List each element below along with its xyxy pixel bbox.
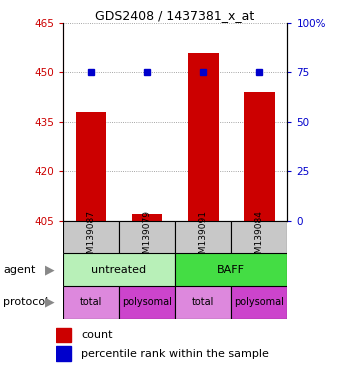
Text: total: total <box>192 297 214 308</box>
Text: ▶: ▶ <box>45 296 54 309</box>
Bar <box>75 112 106 221</box>
Bar <box>119 221 175 253</box>
Text: polysomal: polysomal <box>122 297 172 308</box>
Text: polysomal: polysomal <box>234 297 284 308</box>
Text: percentile rank within the sample: percentile rank within the sample <box>81 349 269 359</box>
Text: agent: agent <box>3 265 36 275</box>
Bar <box>244 92 275 221</box>
Bar <box>175 253 287 286</box>
Bar <box>63 221 119 253</box>
Text: total: total <box>80 297 102 308</box>
Bar <box>119 286 175 319</box>
Bar <box>132 214 163 221</box>
Bar <box>231 286 287 319</box>
Text: ▶: ▶ <box>45 263 54 276</box>
Text: GSM139084: GSM139084 <box>255 210 264 265</box>
Title: GDS2408 / 1437381_x_at: GDS2408 / 1437381_x_at <box>96 9 255 22</box>
Bar <box>231 221 287 253</box>
Text: protocol: protocol <box>3 297 49 308</box>
Text: GSM139079: GSM139079 <box>142 210 152 265</box>
Text: GSM139087: GSM139087 <box>86 210 96 265</box>
Bar <box>175 286 231 319</box>
Text: count: count <box>81 330 113 340</box>
Text: GSM139091: GSM139091 <box>199 210 208 265</box>
Bar <box>56 328 71 342</box>
Text: BAFF: BAFF <box>217 265 245 275</box>
Bar <box>188 53 219 221</box>
Bar <box>63 253 175 286</box>
Bar <box>175 221 231 253</box>
Text: untreated: untreated <box>91 265 147 275</box>
Bar <box>63 286 119 319</box>
Bar <box>56 346 71 361</box>
